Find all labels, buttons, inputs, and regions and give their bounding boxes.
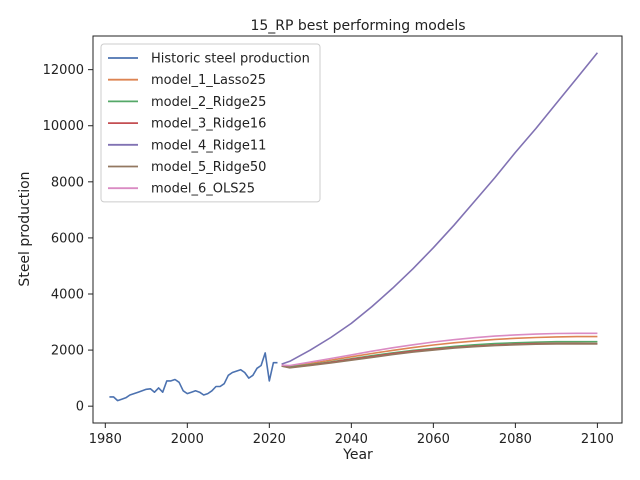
x-tick-label: 2040 bbox=[335, 432, 368, 447]
legend-entry: Historic steel production bbox=[151, 52, 310, 67]
plot-series bbox=[109, 52, 599, 402]
legend: Historic steel production model_1_Lasso25… bbox=[100, 43, 321, 203]
legend-entry: model_1_Lasso25 bbox=[151, 73, 266, 88]
legend-entry: model_3_Ridge16 bbox=[151, 117, 266, 132]
x-tick-label: 1980 bbox=[89, 432, 122, 447]
legend-box bbox=[100, 43, 321, 203]
series-line-5 bbox=[281, 52, 599, 365]
x-tick-label: 2100 bbox=[581, 432, 614, 447]
y-tick-label: 12000 bbox=[43, 63, 84, 78]
y-tick-label: 6000 bbox=[51, 231, 84, 246]
y-axis-label: Steel production bbox=[17, 171, 33, 286]
legend-entry: model_5_Ridge50 bbox=[151, 160, 266, 175]
legend-entry: model_6_OLS25 bbox=[151, 182, 255, 197]
y-tick-label: 8000 bbox=[51, 175, 84, 190]
y-tick-label: 10000 bbox=[43, 119, 84, 134]
series-line-7 bbox=[281, 332, 598, 367]
x-tick-label: 2060 bbox=[417, 432, 450, 447]
legend-entry: model_4_Ridge11 bbox=[151, 138, 266, 153]
series-line-1 bbox=[109, 352, 278, 402]
plot-frame bbox=[92, 35, 623, 424]
y-tick-label: 2000 bbox=[51, 344, 84, 359]
x-tick-label: 2080 bbox=[499, 432, 532, 447]
series-line-6 bbox=[281, 343, 598, 369]
y-tick-label: 4000 bbox=[51, 288, 84, 303]
y-tick-label: 0 bbox=[76, 400, 84, 415]
series-line-2 bbox=[281, 335, 598, 368]
x-tick-label: 2020 bbox=[253, 432, 286, 447]
legend-entry: model_2_Ridge25 bbox=[151, 95, 266, 110]
y-axis: 0 2000 4000 6000 8000 10000 12000 bbox=[43, 63, 93, 415]
x-axis-label: Year bbox=[342, 447, 373, 463]
x-tick-label: 2000 bbox=[171, 432, 204, 447]
chart-title: 15_RP best performing models bbox=[250, 18, 465, 34]
x-axis: 1980 2000 2020 2040 2060 2080 2100 bbox=[89, 423, 614, 447]
